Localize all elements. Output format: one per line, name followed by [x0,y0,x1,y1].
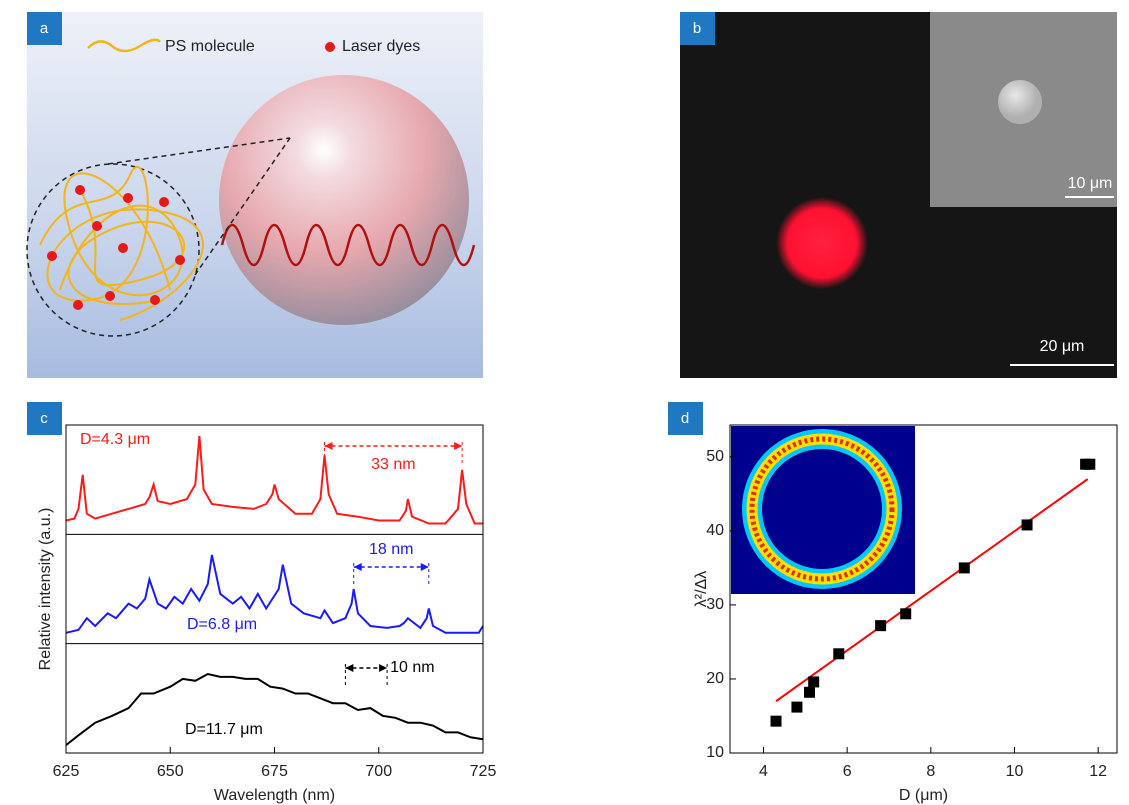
legend-text: PS molecule [165,38,255,55]
data-point [875,620,886,631]
series-label: D=11.7 μm [185,721,263,738]
data-point [808,676,819,687]
arrow-head [325,442,333,450]
series-label: D=4.3 μm [80,431,150,448]
x-axis-label: D (μm) [899,787,948,804]
x-tick-label: 650 [157,763,184,780]
y-tick-label: 20 [706,670,724,687]
arrow-head [354,563,362,571]
x-tick-label: 12 [1089,763,1107,780]
data-point [959,562,970,573]
x-tick-label: 4 [759,763,768,780]
y-tick-label: 10 [706,744,724,761]
x-tick-label: 700 [365,763,392,780]
data-point [791,702,802,713]
panel-label: b [693,20,701,37]
scale-label: 10 μm [1068,175,1113,192]
arrow-head [454,442,462,450]
annotation: 33 nm [371,456,415,473]
y-axis-label: Relative intensity (a.u.) [37,508,54,671]
plot-frame [66,425,483,753]
panel-label: d [681,410,689,427]
spectrum [66,436,483,524]
figure: PS molecule Laser dyes a 10 μm 20 μm b c… [0,0,1129,805]
arrow-head [345,664,353,672]
data-point [833,648,844,659]
panel-label: a [40,20,49,37]
annotation: 10 nm [390,659,434,676]
mode-inset [731,426,915,594]
x-tick-label: 10 [1006,763,1024,780]
sem-sphere [998,80,1042,124]
y-tick-label: 40 [706,522,724,539]
series-label: D=6.8 μm [187,616,257,633]
y-tick-label: 50 [706,448,724,465]
x-tick-label: 8 [926,763,935,780]
x-tick-label: 675 [261,763,288,780]
x-tick-label: 625 [53,763,80,780]
x-tick-label: 6 [843,763,852,780]
scale-label: 20 μm [1040,338,1085,355]
annotation: 18 nm [369,541,413,558]
arrow-head [379,664,387,672]
data-point [1084,459,1095,470]
panel-a: PS molecule Laser dyes a [27,12,483,378]
data-point [804,687,815,698]
panel-label: c [40,410,48,427]
data-point [1022,519,1033,530]
microsphere [219,75,469,325]
panel-b: 10 μm 20 μm b [680,12,1117,378]
data-point [771,716,782,727]
y-axis-label: λ²/Δλ [693,571,710,607]
data-point [900,608,911,619]
legend-text: Laser dyes [342,38,420,55]
laser-sphere [776,197,868,289]
legend-dot [325,42,335,52]
spectrum [66,674,483,745]
arrow-head [421,563,429,571]
x-axis-label: Wavelength (nm) [214,787,335,804]
x-tick-label: 725 [470,763,497,780]
